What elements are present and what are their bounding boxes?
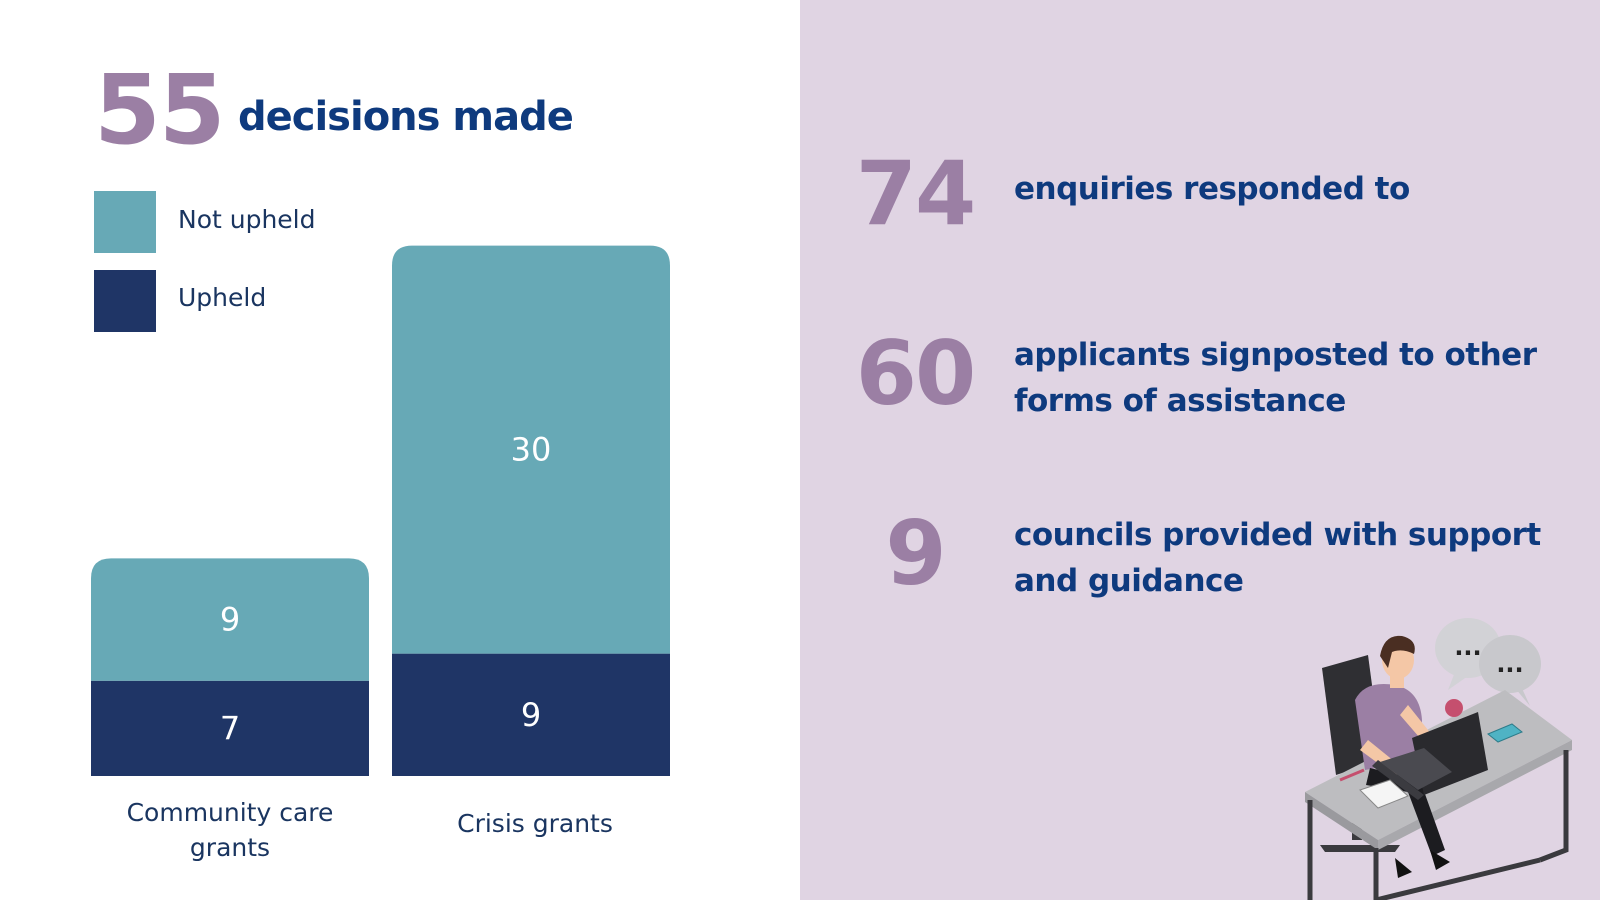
person-icon: [1355, 635, 1450, 878]
stat-number: 9: [885, 502, 946, 605]
stat-text: councils provided with support and guida…: [1014, 512, 1574, 604]
headline-number: 55: [94, 54, 226, 166]
speech-bubble-icon: ...: [1479, 635, 1541, 706]
category-label-line: grants: [189, 833, 271, 862]
stat-number: 60: [855, 322, 976, 425]
category-label-line: Crisis grants: [457, 809, 613, 838]
bar-segment-not-upheld: [392, 245, 670, 654]
stacked-bar-chart: 7 9 9 30: [91, 245, 670, 776]
legend-swatch-not-upheld: [94, 191, 156, 253]
bar-segment-upheld: [392, 653, 670, 776]
bar-segment-upheld: [91, 680, 369, 776]
phone-icon: [1487, 723, 1523, 743]
notepad-icon: [1359, 779, 1409, 809]
stat-text: applicants signposted to other forms of …: [1014, 332, 1574, 424]
stat-text-line: forms of assistance: [1014, 383, 1346, 419]
stat-text-line: enquiries responded to: [1014, 171, 1410, 207]
legend-swatch-upheld: [94, 270, 156, 332]
headline-label: decisions made: [238, 94, 574, 140]
category-label-community-care: Community care grants: [91, 795, 369, 865]
bar-value-label: 9: [521, 696, 541, 734]
stat-number: 74: [855, 142, 976, 245]
stat-text-line: applicants signposted to other: [1014, 337, 1537, 373]
left-panel: 55 decisions made Not upheld Upheld 7 9 9 3…: [91, 54, 674, 865]
bar-segment-not-upheld: [91, 558, 369, 681]
legend-label-not-upheld: Not upheld: [178, 205, 316, 234]
laptop-icon: [1372, 712, 1488, 800]
pen-icon: [1339, 768, 1365, 782]
person-at-desk-illustration: ... ...: [1305, 618, 1572, 900]
stat-text: enquiries responded to: [1014, 166, 1574, 212]
bar-value-label: 7: [220, 709, 240, 747]
category-label-crisis: Crisis grants: [396, 806, 674, 841]
legend-label-upheld: Upheld: [178, 283, 267, 312]
svg-text:...: ...: [1496, 650, 1523, 678]
svg-text:...: ...: [1454, 633, 1481, 661]
right-panel: 74 enquiries responded to 60 applicants …: [800, 0, 1600, 900]
bar-value-label: 30: [511, 431, 552, 469]
category-label-line: Community care: [126, 798, 334, 827]
stat-text-line: and guidance: [1014, 563, 1244, 599]
bar-value-label: 9: [220, 601, 240, 639]
mug-icon: [1445, 699, 1463, 717]
stat-text-line: councils provided with support: [1014, 517, 1541, 553]
